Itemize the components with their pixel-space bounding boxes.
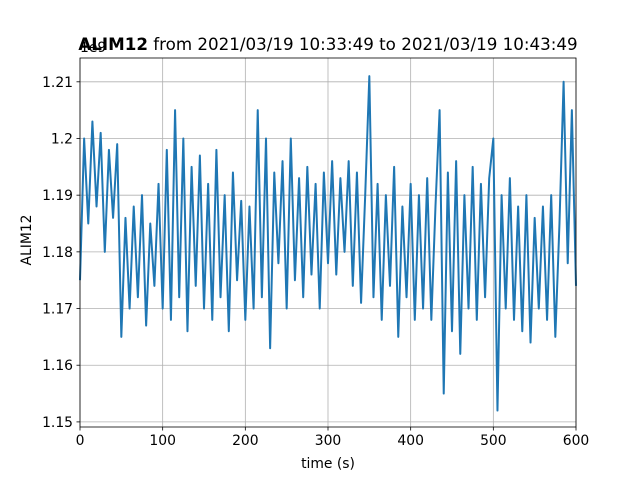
data-line [79,75,577,412]
y-tick-label: 1.19 [42,188,73,204]
y-offset-label: 1e9 [80,40,106,56]
title-rest: from 2021/03/19 10:33:49 to 2021/03/19 1… [153,34,577,54]
x-tick-label: 200 [232,433,259,449]
y-tick-label: 1.16 [42,358,73,374]
chart-title: ALIM12 from 2021/03/19 10:33:49 to 2021/… [78,34,577,54]
x-tick-label: 300 [315,433,342,449]
plot-frame [79,57,577,428]
x-tick-label: 400 [397,433,424,449]
x-tick-label: 0 [76,433,85,449]
title-name: ALIM12 [78,34,148,54]
x-tick-label: 600 [563,433,590,449]
y-tick-label: 1.21 [42,75,73,91]
y-tick-label: 1.2 [51,131,73,147]
y-tick-label: 1.17 [42,302,73,318]
x-tick-label: 100 [149,433,176,449]
y-tick-label: 1.18 [42,245,73,261]
x-tick-label: 500 [480,433,507,449]
y-axis-label: ALIM12 [19,215,35,266]
x-axis-label: time (s) [301,456,355,472]
y-tick-label: 1.15 [42,415,73,431]
